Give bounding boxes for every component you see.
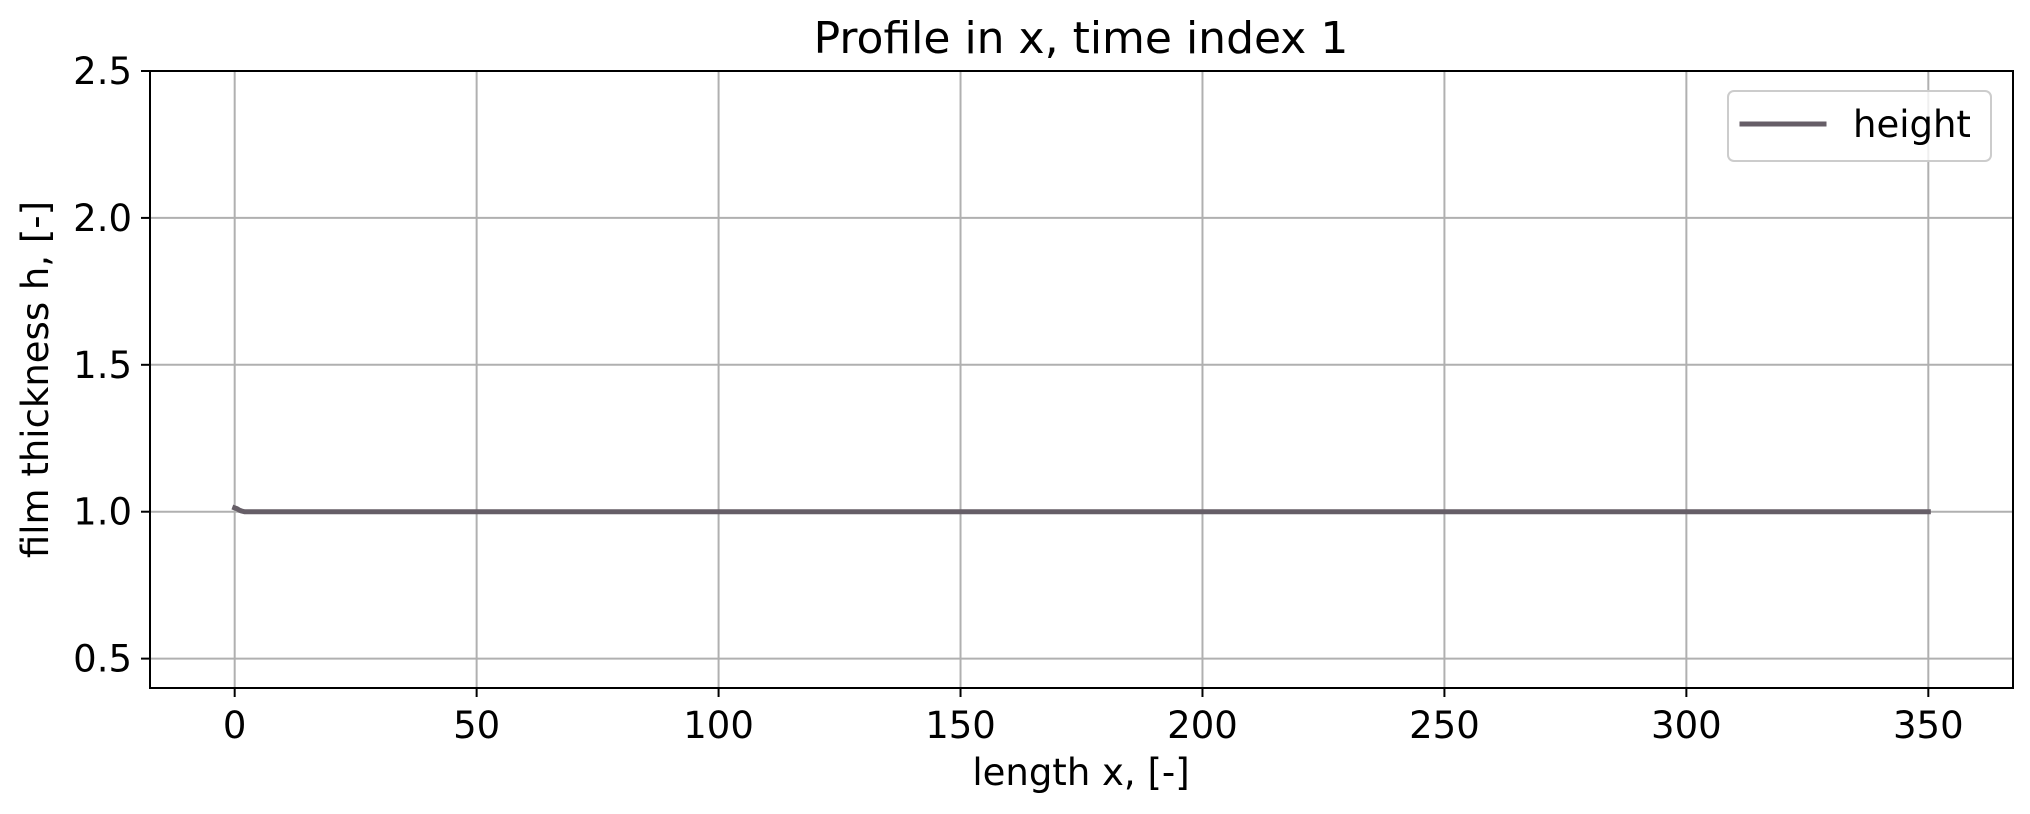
x-tick-label: 200 <box>1167 704 1238 747</box>
x-tick-label: 50 <box>453 704 500 747</box>
grid <box>150 70 2013 688</box>
y-tick-label: 1.5 <box>73 344 132 387</box>
x-tick-label: 250 <box>1409 704 1480 747</box>
y-tick-label: 1.0 <box>73 491 132 534</box>
series-line-height <box>231 504 1931 515</box>
x-tick-label: 350 <box>1893 704 1964 747</box>
legend-box <box>1727 90 1992 162</box>
y-tick-label: 2.5 <box>73 50 132 93</box>
legend-label-height: height <box>1853 103 1971 146</box>
x-tick-label: 0 <box>223 704 247 747</box>
x-tick-label: 150 <box>925 704 996 747</box>
chart-title: Profile in x, time index 1 <box>814 13 1349 64</box>
x-tick-label: 300 <box>1651 704 1722 747</box>
x-tick-label: 100 <box>683 704 754 747</box>
legend: height <box>1727 90 1992 162</box>
ticks: 0 50 100 150 200 250 300 350 0.5 1.0 1.5 2.0 2.5 <box>73 50 1963 747</box>
series-layer <box>231 504 1931 515</box>
axes-frame <box>149 70 2014 689</box>
y-axis-label: film thickness h, [-] <box>14 201 57 558</box>
y-tick-label: 0.5 <box>73 638 132 681</box>
y-tick-label: 2.0 <box>73 197 132 240</box>
x-axis-label: length x, [-] <box>972 751 1189 794</box>
